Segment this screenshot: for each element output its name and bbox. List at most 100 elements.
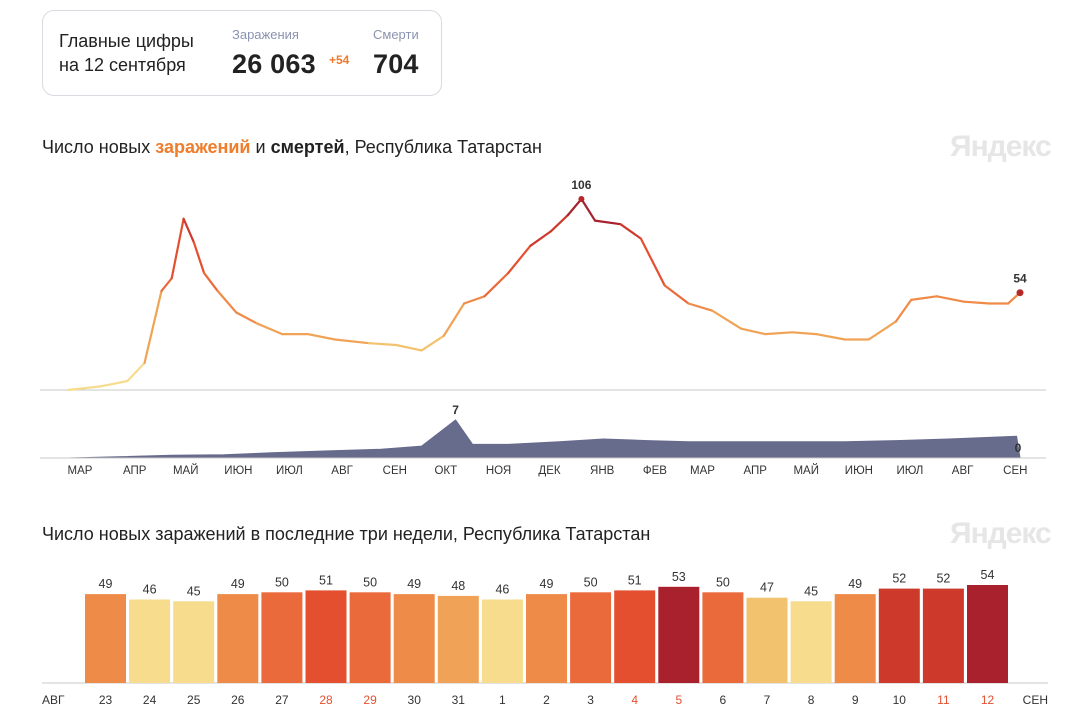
cases-line-segment xyxy=(740,327,767,336)
bar xyxy=(217,594,259,683)
day-tick-label: 10 xyxy=(893,693,907,707)
cases-line-segment xyxy=(639,237,666,287)
cases-line-segment xyxy=(442,302,466,337)
bar-value-label: 47 xyxy=(760,581,774,595)
deaths-label: Смерти xyxy=(373,27,419,42)
cases-line-segment xyxy=(66,385,102,392)
bar-value-label: 53 xyxy=(672,570,686,584)
bar-value-label: 50 xyxy=(716,575,730,589)
cases-line-segment xyxy=(395,343,423,352)
cases-line-segment xyxy=(182,217,195,244)
chart1-x-axis: МАР АПР МАЙ ИЮН ИЮЛ АВГ СЕН ОКТ НОЯ ДЕК ЯНВ ФЕВ МАР А… xyxy=(40,457,1046,477)
chart1-title: Число новых заражений и смертей, Республ… xyxy=(42,137,542,158)
cases-line-segment xyxy=(192,241,206,274)
bar xyxy=(393,594,435,683)
cases-line-segment xyxy=(619,223,643,240)
month-tick-label: МАР xyxy=(690,465,715,477)
bar xyxy=(878,588,920,683)
bar-value-label: 45 xyxy=(187,584,201,598)
cases-line-segment xyxy=(867,320,898,341)
cases-last-label: 54 xyxy=(1013,272,1027,286)
day-tick-label: 8 xyxy=(808,693,815,707)
month-tick-label: СЕН xyxy=(383,465,407,477)
bar xyxy=(922,588,964,683)
cases-line-segment xyxy=(367,342,398,347)
bar xyxy=(790,601,832,683)
bar xyxy=(746,597,788,683)
summary-title-line1: Главные цифры xyxy=(59,31,194,51)
cases-line-segment xyxy=(814,333,847,341)
cases-line-segment xyxy=(255,322,284,336)
month-tick-label: АПР xyxy=(743,465,767,477)
day-tick-label: 25 xyxy=(187,693,201,707)
yandex-watermark: Яндекс xyxy=(950,130,1052,163)
month-tick-label: ИЮЛ xyxy=(276,465,303,477)
chart1-title-post: , Республика Татарстан xyxy=(344,137,542,157)
bar xyxy=(481,599,523,683)
cases-line-segment xyxy=(216,289,238,314)
day-tick-label: 5 xyxy=(675,693,682,707)
month-tick-label: ИЮН xyxy=(845,465,873,477)
cases-line-segment xyxy=(170,217,185,280)
month-start-label: АВГ xyxy=(42,693,65,707)
month-tick-label: ДЕК xyxy=(538,465,560,477)
cases-line-segment xyxy=(235,311,258,325)
cases-chart: 106 54 xyxy=(40,178,1046,392)
bar-value-label: 50 xyxy=(363,575,377,589)
month-tick-label: ИЮН xyxy=(224,465,252,477)
month-tick-label: ИЮЛ xyxy=(896,465,923,477)
month-tick-label: МАЙ xyxy=(793,464,819,477)
chart1-title-mid: и xyxy=(250,137,271,157)
cases-line-segment xyxy=(529,230,552,247)
chart1-title-deaths: смертей xyxy=(270,137,345,157)
day-tick-label: 27 xyxy=(275,693,289,707)
bar-value-label: 50 xyxy=(584,575,598,589)
day-tick-label: 30 xyxy=(408,693,422,707)
bar xyxy=(658,586,700,683)
bar xyxy=(967,585,1008,683)
day-tick-label: 3 xyxy=(587,693,594,707)
day-tick-label: 31 xyxy=(452,693,466,707)
bar xyxy=(85,594,126,683)
cases-line-segment xyxy=(910,295,938,301)
cases-peak-marker xyxy=(578,196,585,202)
month-tick-label: НОЯ xyxy=(486,465,511,477)
bar xyxy=(261,592,303,683)
summary-title-line2: на 12 сентября xyxy=(59,55,186,75)
bar-value-label: 49 xyxy=(540,577,554,591)
bar xyxy=(349,592,391,683)
deaths-last-label: 0 xyxy=(1015,441,1022,455)
bar xyxy=(173,601,215,683)
cases-line-segment xyxy=(483,271,510,298)
cases-line-segment xyxy=(160,277,173,292)
cases-line-segment xyxy=(687,302,714,312)
bar-value-label: 54 xyxy=(981,568,995,582)
bar-value-label: 49 xyxy=(848,577,862,591)
bar-value-label: 52 xyxy=(936,572,950,586)
cases-label: Заражения xyxy=(232,27,299,42)
month-tick-label: ЯНВ xyxy=(590,465,615,477)
cases-line-segment xyxy=(711,309,743,330)
deaths-peak-label: 7 xyxy=(452,403,459,417)
bar-value-label: 51 xyxy=(628,573,642,587)
day-tick-label: 12 xyxy=(981,693,995,707)
day-tick-label: 2 xyxy=(543,693,550,707)
day-tick-label: 28 xyxy=(319,693,333,707)
bar-value-label: 49 xyxy=(99,577,113,591)
cases-line-segment xyxy=(333,338,370,345)
chart2-title: Число новых заражений в последние три не… xyxy=(42,524,651,544)
bar-value-label: 45 xyxy=(804,584,818,598)
bar-value-label: 51 xyxy=(319,573,333,587)
month-tick-label: ФЕВ xyxy=(643,465,667,477)
bar-value-label: 46 xyxy=(143,583,157,597)
cases-value: 26 063 xyxy=(232,49,316,79)
bar xyxy=(834,594,876,683)
bar xyxy=(437,595,479,683)
month-tick-label: МАЙ xyxy=(173,464,199,477)
bar-value-label: 49 xyxy=(407,577,421,591)
deaths-chart: 70 xyxy=(67,403,1022,459)
cases-line-segment xyxy=(99,379,129,388)
cases-line-segment xyxy=(463,295,486,305)
cases-line-segment xyxy=(935,295,966,303)
